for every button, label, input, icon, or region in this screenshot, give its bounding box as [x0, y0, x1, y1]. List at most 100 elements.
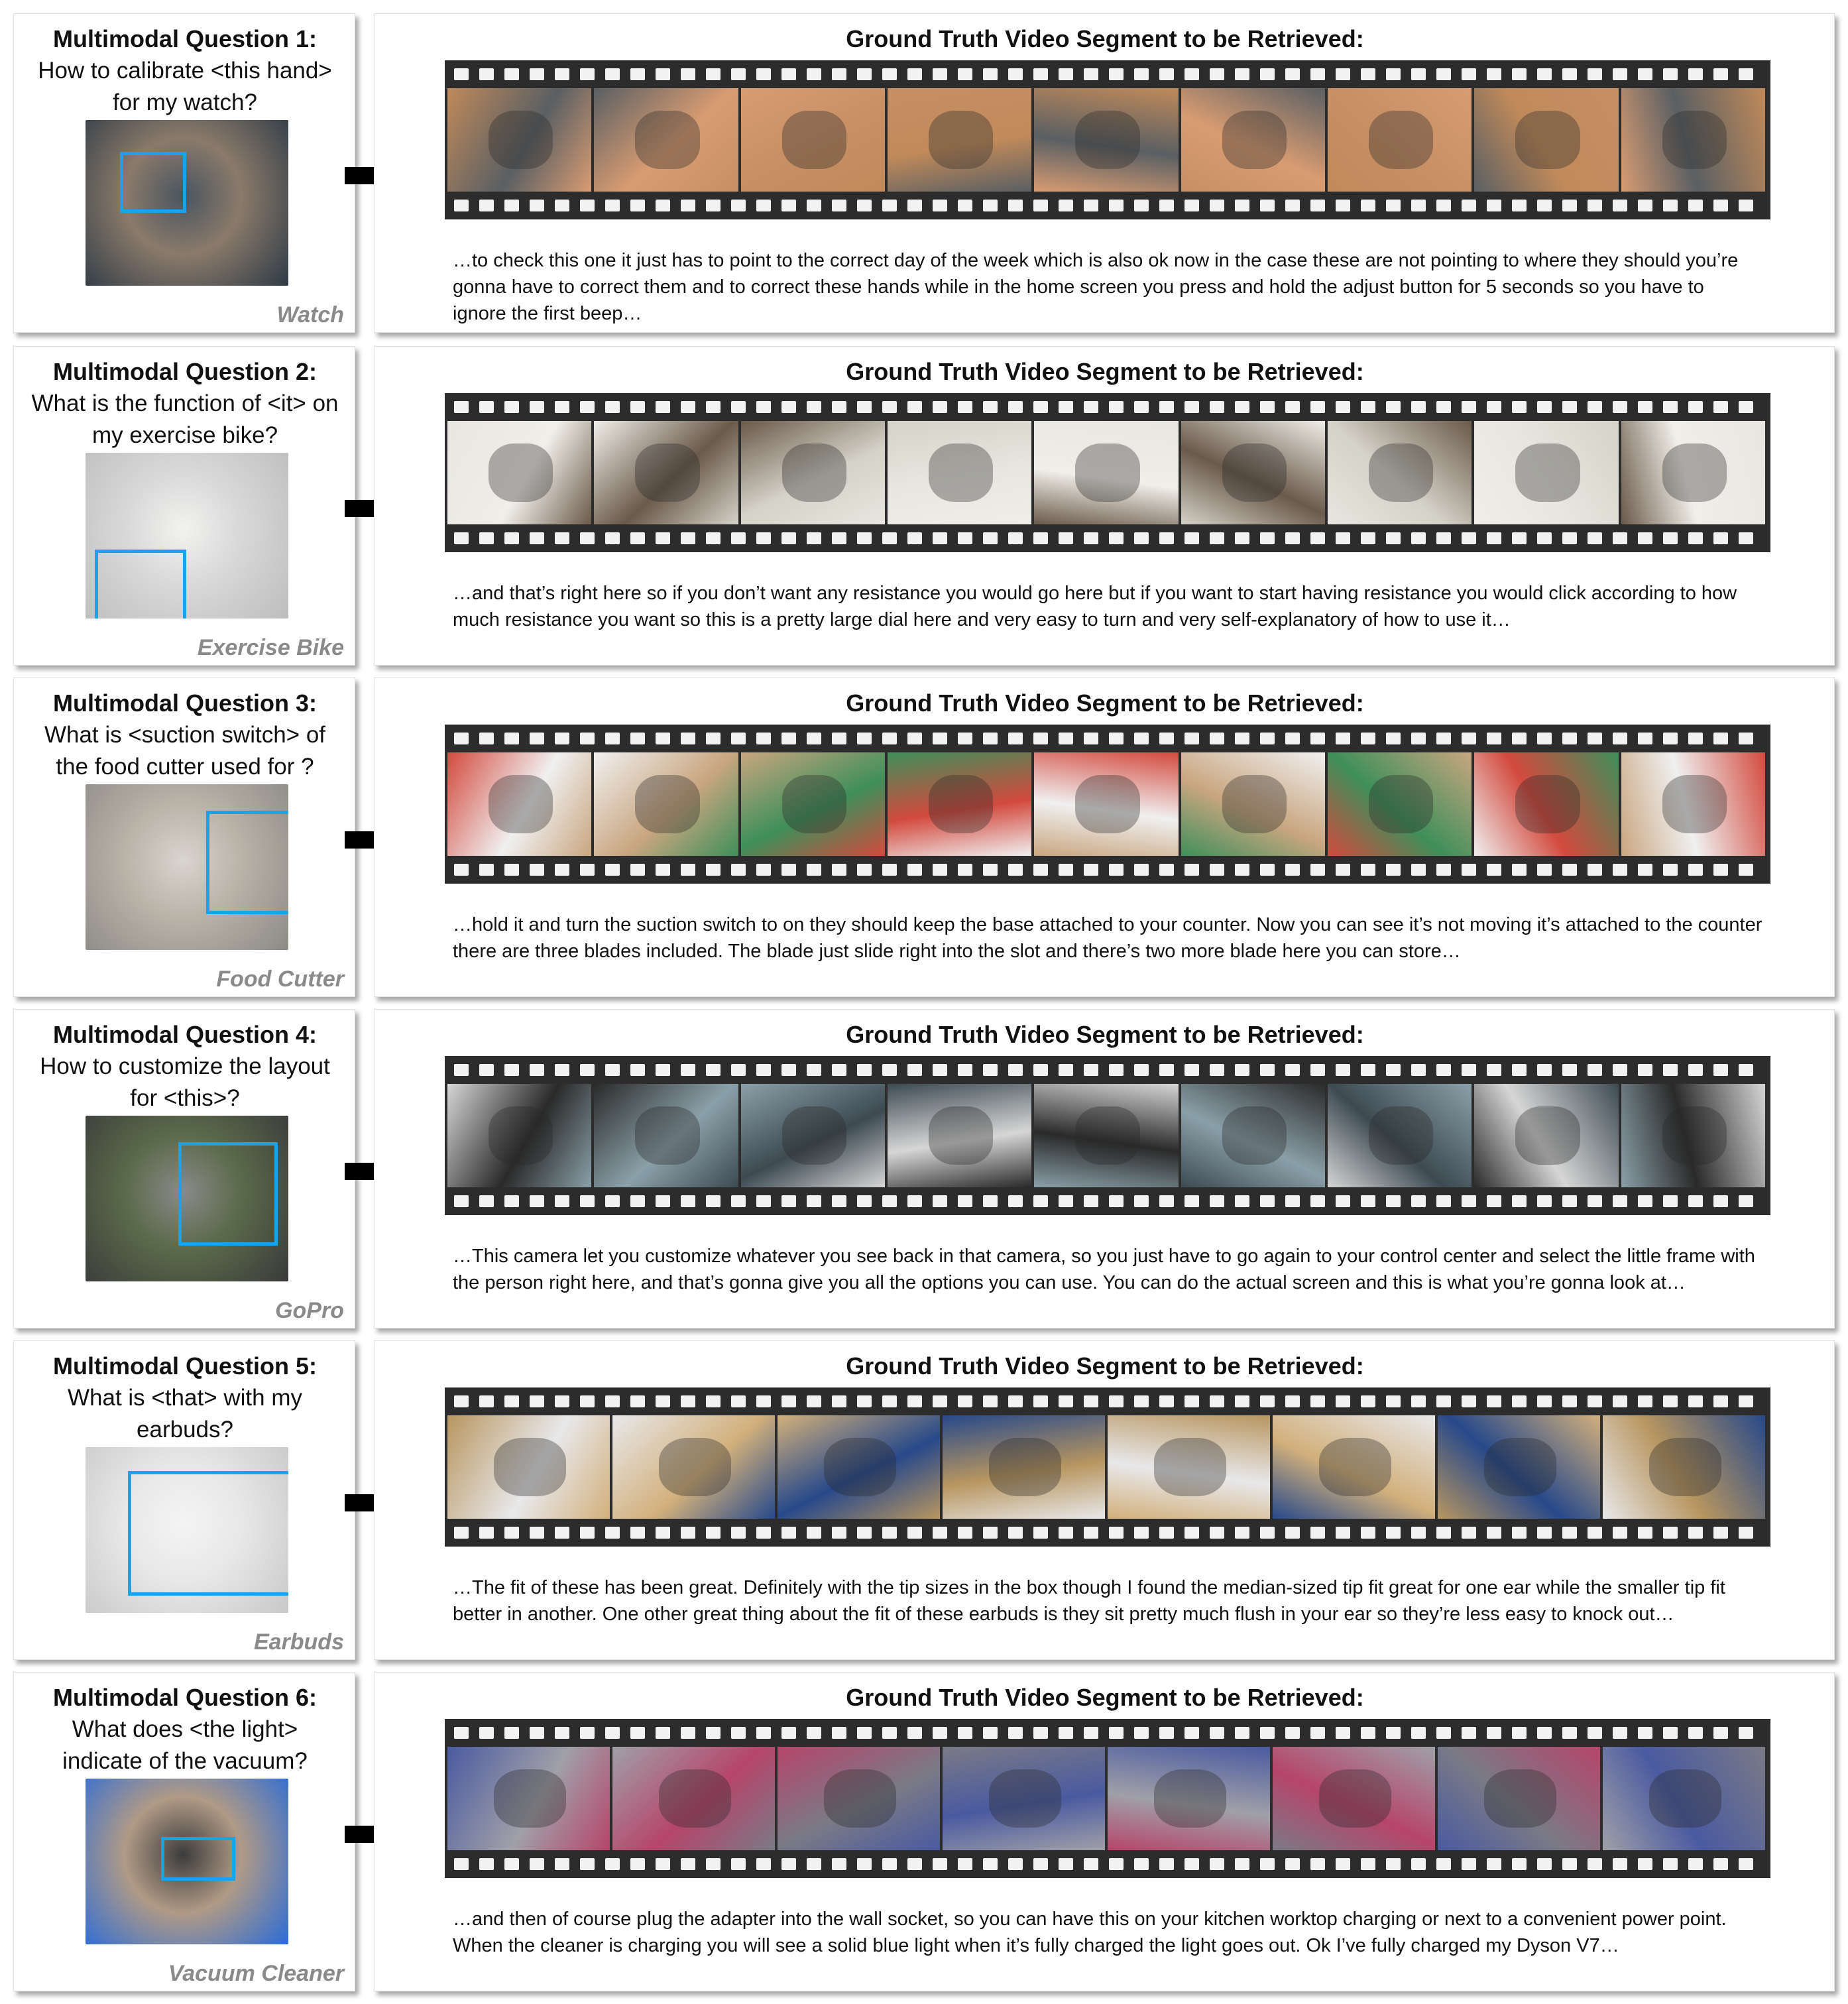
film-hole — [1713, 864, 1728, 876]
video-frame — [1181, 752, 1328, 856]
film-hole — [1210, 401, 1224, 413]
film-hole — [706, 1064, 721, 1076]
film-hole — [1184, 532, 1199, 544]
film-hole — [580, 532, 595, 544]
film-hole — [983, 1395, 998, 1407]
film-hole — [832, 200, 846, 211]
example-row: Multimodal Question 4: How to customize t… — [0, 1009, 1848, 1328]
film-hole — [1336, 200, 1350, 211]
film-hole — [756, 1195, 771, 1207]
film-hole — [706, 733, 721, 744]
film-hole — [1184, 1064, 1199, 1076]
film-hole — [1260, 1064, 1275, 1076]
film-hole — [1688, 1195, 1703, 1207]
film-hole — [706, 1727, 721, 1739]
film-hole — [1411, 401, 1426, 413]
film-hole — [1739, 401, 1753, 413]
transcript-text: …hold it and turn the suction switch to … — [453, 914, 1762, 962]
film-hole — [1008, 401, 1023, 413]
film-hole — [933, 1727, 947, 1739]
film-hole — [706, 864, 721, 876]
film-hole — [580, 733, 595, 744]
film-hole — [1638, 200, 1652, 211]
film-hole — [1713, 532, 1728, 544]
question-title: Multimodal Question 5: — [52, 1352, 317, 1380]
film-hole — [882, 1858, 897, 1870]
film-hole — [630, 1064, 645, 1076]
film-hole — [1713, 200, 1728, 211]
film-hole — [1436, 1527, 1451, 1539]
film-hole — [1084, 532, 1098, 544]
film-hole — [605, 1727, 620, 1739]
film-hole — [454, 532, 469, 544]
film-hole — [958, 864, 972, 876]
film-hole — [1588, 864, 1602, 876]
frame-object — [1483, 1438, 1557, 1496]
film-hole — [656, 864, 670, 876]
film-hole — [1134, 1064, 1149, 1076]
film-hole — [781, 1858, 796, 1870]
film-hole — [1361, 733, 1375, 744]
film-hole — [1588, 1195, 1602, 1207]
film-hole — [1663, 68, 1678, 80]
film-hole — [832, 1395, 846, 1407]
film-hole — [1159, 1064, 1174, 1076]
film-hole — [1462, 1195, 1476, 1207]
film-hole — [1663, 864, 1678, 876]
frame-object — [493, 1769, 567, 1828]
question-text: How to calibrate <this hand> for my watc… — [38, 58, 332, 115]
example-row: Multimodal Question 1: How to calibrate <… — [0, 13, 1848, 333]
film-hole — [605, 532, 620, 544]
film-hole — [1210, 1858, 1224, 1870]
video-frame — [1034, 1084, 1181, 1187]
film-hole — [1739, 1064, 1753, 1076]
film-hole — [731, 532, 746, 544]
film-hole — [907, 1395, 922, 1407]
film-hole — [479, 1064, 494, 1076]
film-hole — [1638, 401, 1652, 413]
film-hole — [1386, 401, 1401, 413]
film-hole — [1638, 68, 1652, 80]
film-hole — [958, 733, 972, 744]
video-frame — [778, 1747, 943, 1850]
frame-object — [488, 111, 553, 169]
film-hole — [706, 1395, 721, 1407]
film-hole — [1512, 1395, 1527, 1407]
question-panel: Multimodal Question 4: How to customize t… — [13, 1009, 355, 1328]
video-panel: Ground Truth Video Segment to be Retriev… — [374, 346, 1835, 666]
film-hole — [530, 733, 544, 744]
film-hole — [882, 1727, 897, 1739]
film-hole — [605, 401, 620, 413]
bounding-box — [206, 811, 288, 914]
film-hole — [832, 68, 846, 80]
film-hole — [1562, 864, 1577, 876]
film-hole — [1134, 68, 1149, 80]
frame-object — [1075, 443, 1140, 502]
film-hole — [1033, 864, 1048, 876]
frame-object — [1153, 1438, 1227, 1496]
film-hole — [1033, 401, 1048, 413]
film-hole — [1260, 532, 1275, 544]
film-hole — [1436, 1195, 1451, 1207]
film-hole — [1159, 1527, 1174, 1539]
film-hole — [983, 401, 998, 413]
question-image — [86, 784, 288, 950]
video-panel: Ground Truth Video Segment to be Retriev… — [374, 13, 1835, 333]
film-hole — [706, 532, 721, 544]
film-hole — [1638, 1195, 1652, 1207]
video-frame — [740, 421, 888, 524]
film-hole — [1688, 1858, 1703, 1870]
question-text: How to customize the layout for <this>? — [40, 1053, 330, 1111]
film-hole — [907, 532, 922, 544]
film-hole — [656, 1395, 670, 1407]
film-hole — [706, 1195, 721, 1207]
video-frame — [740, 1084, 888, 1187]
film-hole — [1134, 401, 1149, 413]
film-hole — [1588, 733, 1602, 744]
frame-object — [1515, 1106, 1580, 1165]
film-hole — [731, 733, 746, 744]
film-hole — [605, 1395, 620, 1407]
film-hole — [882, 532, 897, 544]
frame-object — [493, 1438, 567, 1496]
frame-object — [1222, 775, 1287, 833]
